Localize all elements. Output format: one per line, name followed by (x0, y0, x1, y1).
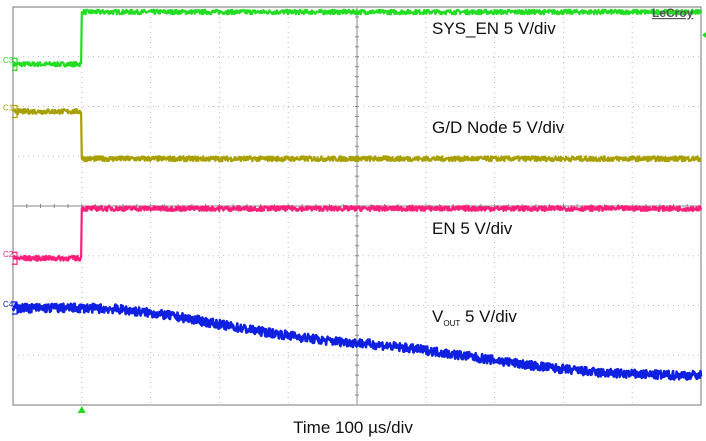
trace-labels: SYS_EN 5 V/div G/D Node 5 V/div EN 5 V/div… (432, 19, 565, 328)
trace-c4 (11, 302, 703, 381)
lecroy-brand: LeCroy (652, 6, 694, 20)
channel-marker-text: C2 (3, 250, 14, 259)
channel-marker-text: C1 (3, 103, 14, 112)
channel-marker-text: C4 (3, 300, 14, 309)
trace-c2 (12, 204, 703, 262)
channel-marker-text: C3 (3, 56, 14, 65)
trace-c3 (11, 8, 703, 68)
channel-markers: C3 C1 C2 C4 (3, 31, 706, 413)
trace-label: SYS_EN 5 V/div (432, 19, 556, 38)
trace-label: G/D Node 5 V/div (432, 118, 565, 137)
trace-c1 (11, 108, 702, 163)
traces (11, 8, 703, 381)
time-scale-label: Time 100 µs/div (293, 418, 413, 437)
trace-label: EN 5 V/div (432, 219, 513, 238)
channel-marker-c3 (12, 57, 18, 71)
trigger-position-marker (77, 406, 86, 413)
trigger-level-marker (702, 31, 706, 38)
channel-marker-c2 (12, 251, 18, 265)
channel-marker-c1 (12, 104, 18, 119)
channel-marker-c4 (12, 301, 18, 315)
trace-label: VOUT 5 V/div (432, 307, 517, 328)
